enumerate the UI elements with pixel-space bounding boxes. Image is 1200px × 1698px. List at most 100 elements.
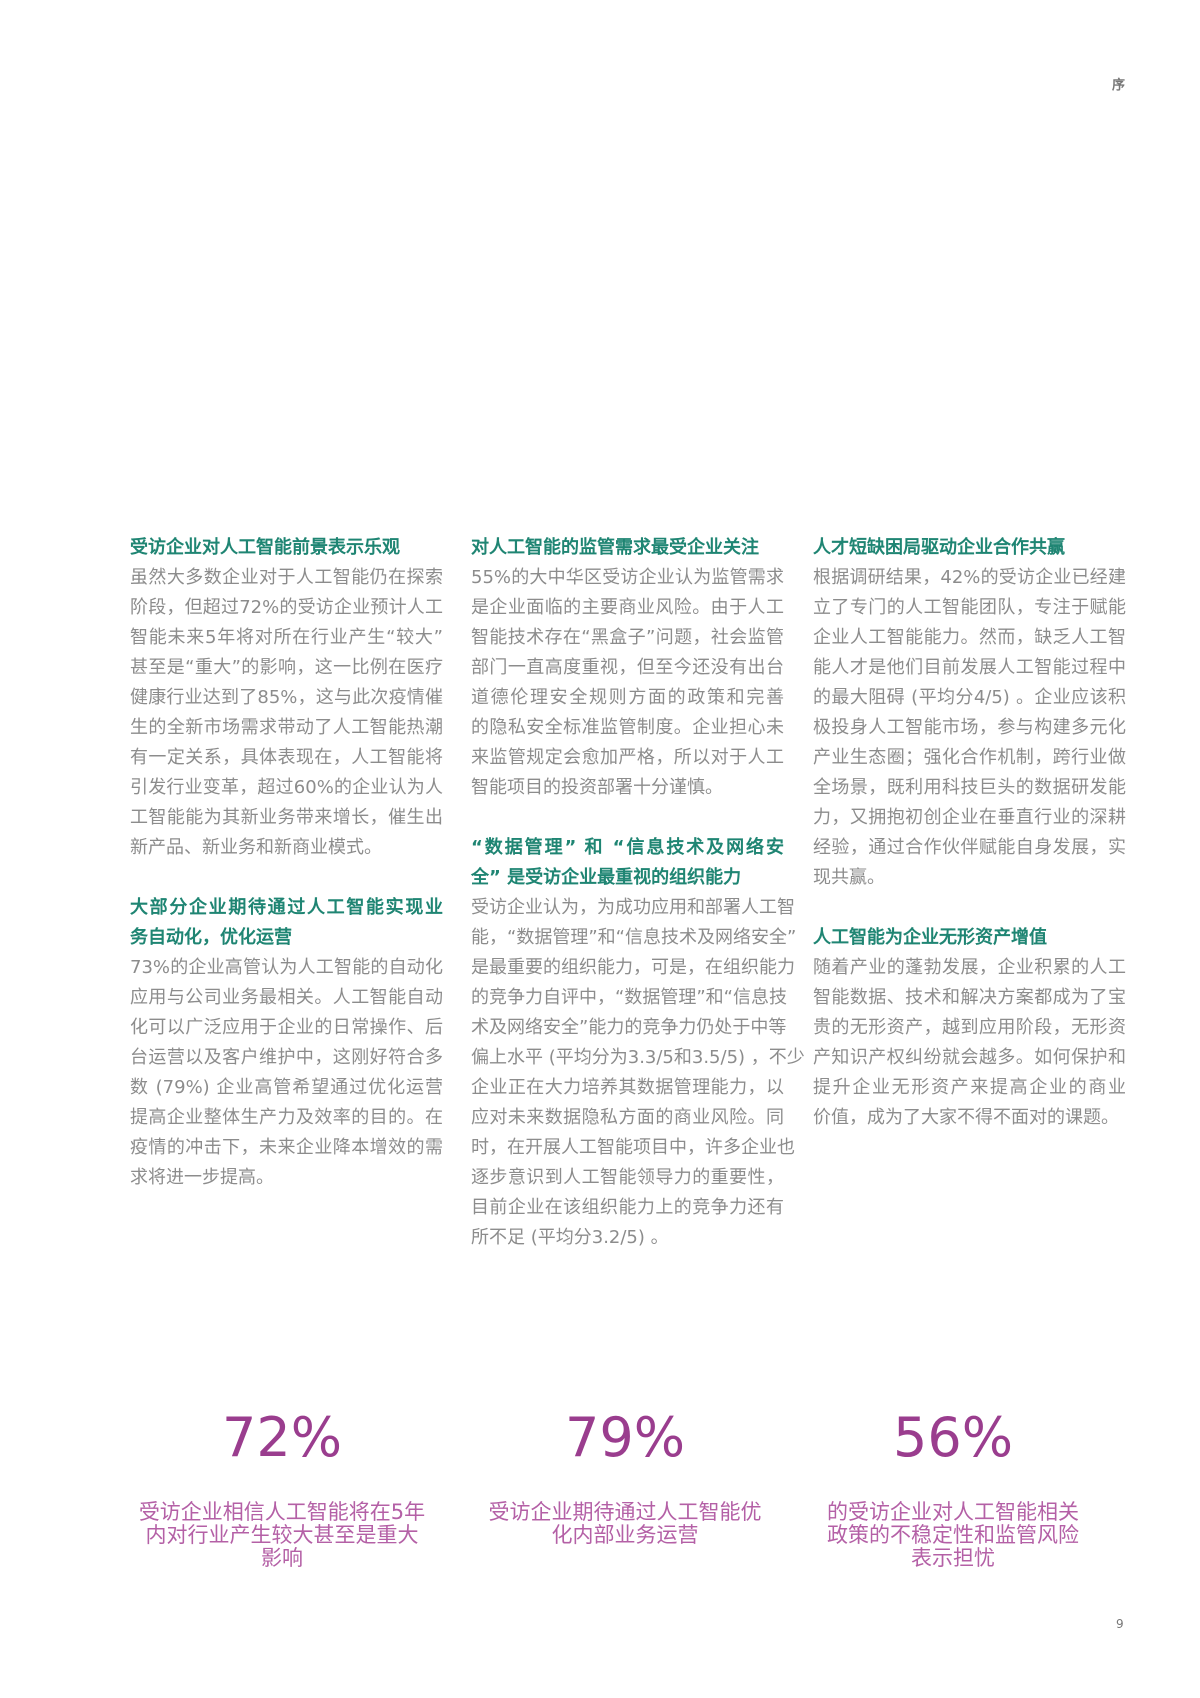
body-line: 智能未来5年将对所在行业产生“较大” (130, 627, 443, 648)
text-block: “数据管理” 和 “信息技术及网络安 全” 是受访企业最重视的组织能力 受访企业认为… (471, 833, 805, 1253)
page-number: 9 (1116, 1617, 1124, 1631)
body-line: 73%的企业高管认为人工智能的自动化 (130, 957, 443, 978)
column-2: 对人工智能的监管需求最受企业关注 55%的大中华区受访企业认为监管需求 是企业面临的… (471, 533, 805, 1253)
section-body: 55%的大中华区受访企业认为监管需求 是企业面临的主要商业风险。由于人工 智能技术存… (471, 563, 784, 803)
body-line: 引发行业变革，超过60%的企业认为人 (130, 777, 443, 798)
text-block: 人才短缺困局驱动企业合作共赢根据调研结果，42%的受访企业已经建 立了专门的人工智… (813, 533, 1126, 893)
body-line: 能，“数据管理”和“信息技术及网络安全” (471, 927, 797, 948)
body-line: 工智能能为其新业务带来增长，催生出 (130, 807, 443, 828)
body-line: 有一定关系，具体表现在，人工智能将 (130, 747, 443, 768)
body-line: 立了专门的人工智能团队，专注于赋能 (813, 597, 1126, 618)
body-line: 应对未来数据隐私方面的商业风险。同 (471, 1107, 784, 1128)
stat-caption-line: 内对行业产生较大甚至是重大 (145, 1523, 419, 1547)
text-block: 人工智能为企业无形资产增值随着产业的蓬勃发展，企业积累的人工 智能数据、技术和解决… (813, 923, 1126, 1133)
body-line: 部门一直高度重视，但至今还没有出台 (471, 657, 784, 678)
body-line: 全场景，既利用科技巨头的数据研发能 (813, 777, 1126, 798)
heading-line: 人才短缺困局驱动企业合作共赢 (813, 537, 1065, 558)
text-block: 对人工智能的监管需求最受企业关注 55%的大中华区受访企业认为监管需求 是企业面临的… (471, 533, 784, 803)
body-line: 虽然大多数企业对于人工智能仍在探索 (130, 567, 443, 588)
stat-value: 72% (221, 1406, 343, 1469)
body-line: 目前企业在该组织能力上的竞争力还有 (471, 1197, 784, 1218)
stat-value: 79% (564, 1406, 686, 1469)
body-line: 根据调研结果，42%的受访企业已经建 (813, 567, 1126, 588)
section-heading: 受访企业对人工智能前景表示乐观 (130, 533, 443, 563)
heading-line: 对人工智能的监管需求最受企业关注 (471, 537, 759, 558)
section-heading: “数据管理” 和 “信息技术及网络安 全” 是受访企业最重视的组织能力 (471, 833, 784, 893)
body-line: 是企业面临的主要商业风险。由于人工 (471, 597, 784, 618)
body-line: 应用与公司业务最相关。人工智能自动 (130, 987, 443, 1008)
block-spacer (471, 803, 784, 833)
body-line: 能人才是他们目前发展人工智能过程中 (813, 657, 1126, 678)
heading-line: 全” 是受访企业最重视的组织能力 (471, 867, 742, 888)
body-line: 提升企业无形资产来提高企业的商业 (813, 1077, 1126, 1098)
body-line: 受访企业认为，为成功应用和部署人工智 (471, 897, 795, 918)
body-line: 台运营以及客户维护中，这刚好符合多 (130, 1047, 443, 1068)
body-line: 55%的大中华区受访企业认为监管需求 (471, 567, 784, 588)
body-line: 贵的无形资产，越到应用阶段，无形资 (813, 1017, 1126, 1038)
stat-caption: 受访企业相信人工智能将在5年 内对行业产生较大甚至是重大 影响 (122, 1501, 442, 1570)
section-body: 受访企业认为，为成功应用和部署人工智 能，“数据管理”和“信息技术及网络安全” 是最… (471, 893, 805, 1253)
body-line: 产业生态圈；强化合作机制，跨行业做 (813, 747, 1126, 768)
stat-72: 72% 受访企业相信人工智能将在5年 内对行业产生较大甚至是重大 影响 (122, 1405, 442, 1570)
body-line: 产知识产权纠纷就会越多。如何保护和 (813, 1047, 1126, 1068)
section-body: 根据调研结果，42%的受访企业已经建 立了专门的人工智能团队，专注于赋能 企业人工智… (813, 563, 1126, 893)
body-line: 甚至是“重大”的影响，这一比例在医疗 (130, 657, 443, 678)
stat-caption-line: 表示担忧 (911, 1546, 995, 1570)
section-heading: 大部分企业期待通过人工智能实现业 务自动化，优化运营 (130, 893, 443, 953)
section-heading: 人工智能为企业无形资产增值 (813, 923, 1126, 953)
body-line: 生的全新市场需求带动了人工智能热潮 (130, 717, 443, 738)
body-line: 阶段，但超过72%的受访企业预计人工 (130, 597, 443, 618)
body-line: 术及网络安全”能力的竞争力仍处于中等 (471, 1017, 787, 1038)
stat-caption: 的受访企业对人工智能相关 政策的不稳定性和监管风险 表示担忧 (793, 1501, 1113, 1570)
body-line: 企业正在大力培养其数据管理能力，以 (471, 1077, 784, 1098)
block-spacer (130, 863, 443, 893)
stat-56: 56% 的受访企业对人工智能相关 政策的不稳定性和监管风险 表示担忧 (793, 1405, 1113, 1570)
block-spacer (813, 893, 1126, 923)
body-line: 的隐私安全标准监管制度。企业担心未 (471, 717, 784, 738)
stat-caption-line: 受访企业相信人工智能将在5年 (138, 1500, 426, 1524)
text-block: 大部分企业期待通过人工智能实现业 务自动化，优化运营 73%的企业高管认为人工智能的… (130, 893, 443, 1193)
section-body: 随着产业的蓬勃发展，企业积累的人工 智能数据、技术和解决方案都成为了宝 贵的无形资产… (813, 953, 1126, 1133)
body-line: 极投身人工智能市场，参与构建多元化 (813, 717, 1126, 738)
body-line: 逐步意识到人工智能领导力的重要性， (471, 1167, 784, 1188)
stat-caption-line: 的受访企业对人工智能相关 (827, 1500, 1079, 1524)
heading-line: 务自动化，优化运营 (130, 927, 292, 948)
stat-caption-line: 化内部业务运营 (551, 1523, 699, 1547)
section-heading: 对人工智能的监管需求最受企业关注 (471, 533, 784, 563)
body-line: 新产品、新业务和新商业模式。 (130, 837, 382, 858)
heading-line: “数据管理” 和 “信息技术及网络安 (471, 837, 784, 858)
body-line: 的最大阻碍 (平均分4/5) 。企业应该积 (813, 687, 1126, 708)
body-line: 来监管规定会愈加严格，所以对于人工 (471, 747, 784, 768)
section-body: 虽然大多数企业对于人工智能仍在探索 阶段，但超过72%的受访企业预计人工 智能未来5… (130, 563, 443, 863)
text-block: 受访企业对人工智能前景表示乐观虽然大多数企业对于人工智能仍在探索 阶段，但超过72… (130, 533, 443, 863)
body-line: 现共赢。 (813, 867, 885, 888)
body-line: 的竞争力自评中，“数据管理”和“信息技 (471, 987, 787, 1008)
body-line: 经验，通过合作伙伴赋能自身发展，实 (813, 837, 1126, 858)
stat-value: 56% (892, 1406, 1014, 1469)
heading-line: 大部分企业期待通过人工智能实现业 (130, 897, 443, 918)
heading-line: 人工智能为企业无形资产增值 (813, 927, 1047, 948)
heading-line: 受访企业对人工智能前景表示乐观 (130, 537, 400, 558)
body-line: 是最重要的组织能力，可是，在组织能力 (471, 957, 795, 978)
stat-caption-line: 影响 (261, 1546, 303, 1570)
section-body: 73%的企业高管认为人工智能的自动化 应用与公司业务最相关。人工智能自动 化可以广泛… (130, 953, 443, 1193)
body-line: 健康行业达到了85%，这与此次疫情催 (130, 687, 443, 708)
body-line: 价值，成为了大家不得不面对的课题。 (813, 1107, 1119, 1128)
body-line: 疫情的冲击下，未来企业降本增效的需 (130, 1137, 443, 1158)
column-1: 受访企业对人工智能前景表示乐观虽然大多数企业对于人工智能仍在探索 阶段，但超过72… (130, 533, 443, 1193)
stat-79: 79% 受访企业期待通过人工智能优 化内部业务运营 (465, 1405, 785, 1547)
stat-caption: 受访企业期待通过人工智能优 化内部业务运营 (465, 1501, 785, 1547)
body-line: 求将进一步提高。 (130, 1167, 274, 1188)
body-line: 时，在开展人工智能项目中，许多企业也 (471, 1137, 795, 1158)
body-line: 提高企业整体生产力及效率的目的。在 (130, 1107, 443, 1128)
stat-caption-line: 政策的不稳定性和监管风险 (827, 1523, 1079, 1547)
body-line: 智能项目的投资部署十分谨慎。 (471, 777, 723, 798)
body-line: 数 (79%) 企业高管希望通过优化运营 (130, 1077, 443, 1098)
column-3: 人才短缺困局驱动企业合作共赢根据调研结果，42%的受访企业已经建 立了专门的人工智… (813, 533, 1126, 1133)
stat-caption-line: 受访企业期待通过人工智能优 (488, 1500, 762, 1524)
body-line: 智能技术存在“黑盒子”问题，社会监管 (471, 627, 784, 648)
body-line: 所不足 (平均分3.2/5) 。 (471, 1227, 669, 1248)
body-line: 化可以广泛应用于企业的日常操作、后 (130, 1017, 443, 1038)
body-line: 智能数据、技术和解决方案都成为了宝 (813, 987, 1126, 1008)
section-heading: 人才短缺困局驱动企业合作共赢 (813, 533, 1126, 563)
